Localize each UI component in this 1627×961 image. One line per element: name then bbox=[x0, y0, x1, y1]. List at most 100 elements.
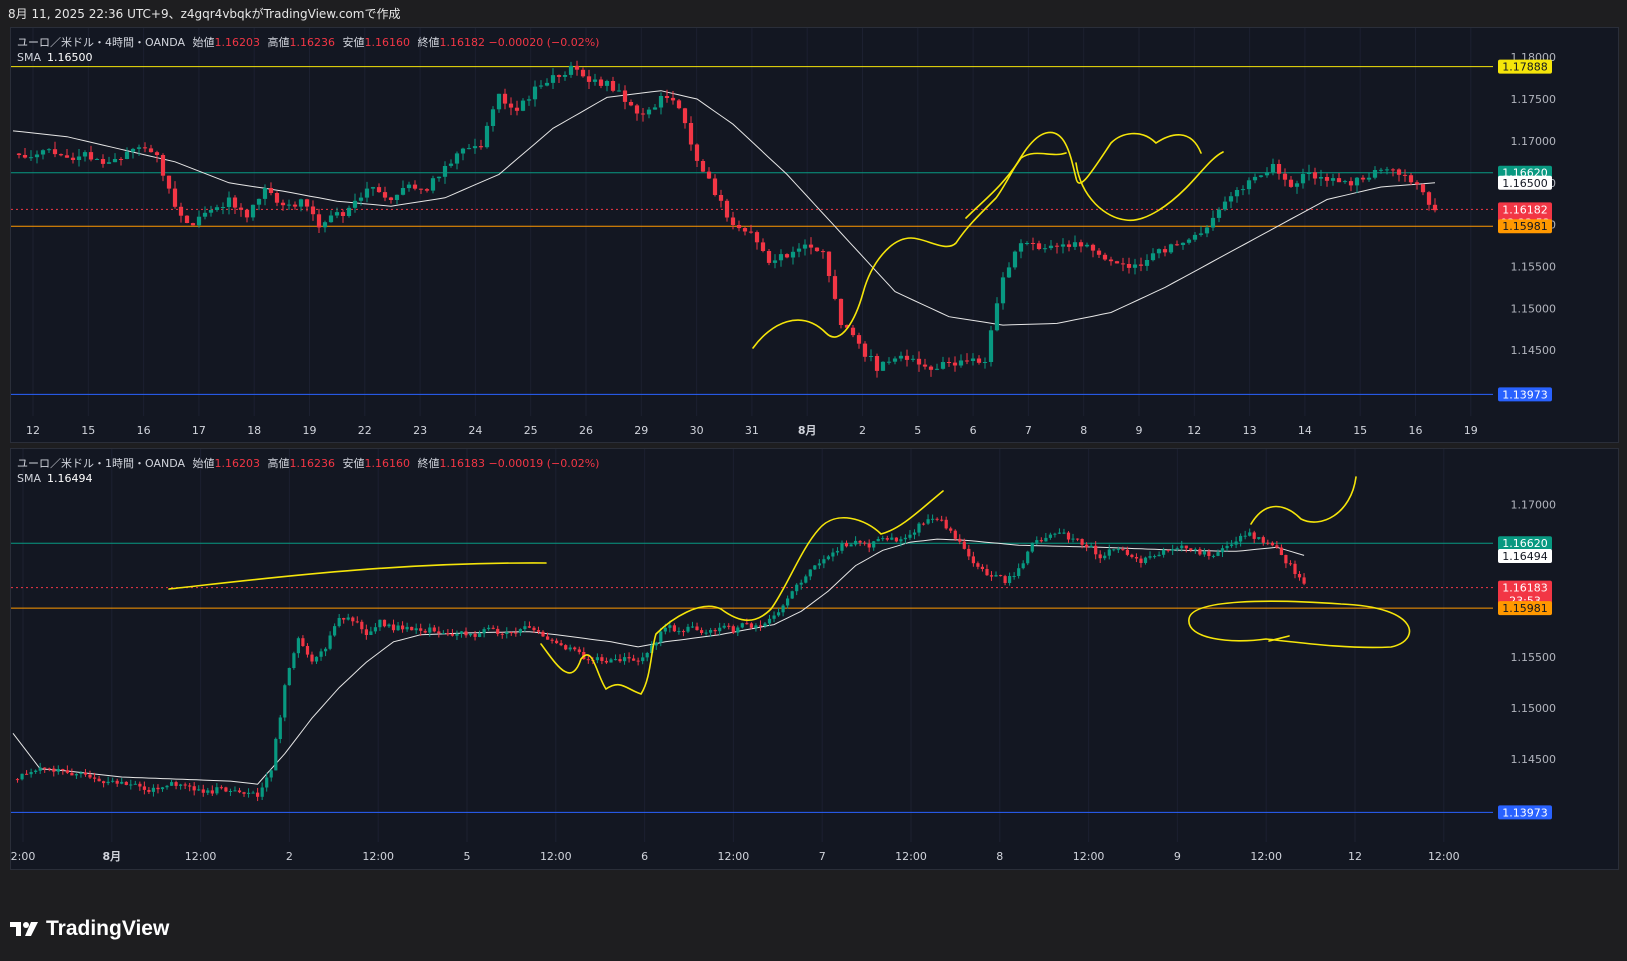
candle-body bbox=[505, 632, 509, 634]
candle-body bbox=[441, 633, 445, 635]
candle-body bbox=[724, 200, 730, 218]
candle-body bbox=[468, 633, 473, 636]
time-axis-tick: 31 bbox=[745, 424, 759, 437]
candle-body bbox=[262, 188, 268, 199]
candle-body bbox=[65, 770, 69, 773]
candle bbox=[616, 83, 622, 92]
candle-body bbox=[808, 244, 814, 248]
candle bbox=[1275, 541, 1279, 549]
candle bbox=[1076, 538, 1080, 542]
candle-body bbox=[604, 81, 610, 86]
candle-body bbox=[664, 96, 670, 98]
tradingview-branding[interactable]: TradingView bbox=[10, 917, 169, 941]
candle-body bbox=[695, 626, 699, 631]
candle bbox=[446, 629, 450, 637]
candle bbox=[832, 269, 838, 301]
candle-body bbox=[730, 217, 736, 225]
chart-canvas-1h[interactable]: 1.17000 1.15500 1.15000 1.14500 1.16620 1.161… bbox=[11, 449, 1618, 869]
candle bbox=[1171, 544, 1175, 555]
candle-body bbox=[382, 619, 387, 627]
drawing-path bbox=[540, 490, 944, 695]
candle-body bbox=[1202, 551, 1206, 555]
candle bbox=[1230, 540, 1234, 548]
candle-body bbox=[748, 231, 754, 233]
candle bbox=[844, 540, 849, 548]
candle-body bbox=[718, 195, 724, 201]
candle-body bbox=[1148, 556, 1152, 558]
candle bbox=[640, 108, 646, 122]
candle-body bbox=[138, 783, 142, 787]
chart-panel-4h[interactable]: 1.180001.175001.170001.165001.160001.155… bbox=[10, 27, 1619, 443]
candle bbox=[1246, 177, 1252, 195]
candle bbox=[170, 779, 174, 786]
candle-body bbox=[83, 772, 88, 775]
candle bbox=[658, 92, 664, 115]
candle-body bbox=[659, 631, 663, 643]
candle-body bbox=[1252, 532, 1256, 539]
candle-body bbox=[322, 222, 328, 228]
candle-body bbox=[370, 187, 376, 189]
candle-body bbox=[446, 633, 450, 635]
candle bbox=[695, 622, 699, 631]
time-axis-tick: 8月 bbox=[102, 850, 121, 863]
candle-body bbox=[130, 148, 136, 152]
candle bbox=[840, 540, 844, 554]
candle bbox=[820, 249, 826, 259]
candle-body bbox=[1053, 533, 1057, 535]
candle bbox=[976, 561, 980, 570]
candle-body bbox=[935, 518, 939, 520]
candle-body bbox=[1126, 264, 1132, 268]
candle bbox=[613, 654, 618, 661]
candle bbox=[47, 767, 51, 772]
candle bbox=[242, 791, 246, 797]
candle-body bbox=[858, 540, 862, 543]
candle-body bbox=[106, 162, 112, 164]
candle-body bbox=[455, 633, 459, 636]
candle bbox=[958, 534, 962, 545]
candle bbox=[1053, 532, 1057, 538]
change-value: −0.00020 (−0.02%) bbox=[488, 36, 600, 49]
candle bbox=[183, 782, 187, 790]
candle-body bbox=[287, 668, 291, 686]
candle bbox=[124, 147, 130, 160]
candle bbox=[763, 621, 767, 629]
candle bbox=[1094, 541, 1098, 560]
candle-body bbox=[334, 212, 340, 216]
candle bbox=[188, 783, 192, 792]
time-axis-tick: 16 bbox=[137, 424, 151, 437]
candle bbox=[1216, 207, 1222, 223]
candle-body bbox=[333, 626, 337, 636]
candle bbox=[1225, 541, 1229, 552]
candle-body bbox=[491, 627, 495, 629]
candle bbox=[1006, 262, 1012, 279]
candle-body bbox=[118, 159, 124, 160]
price-tag-label: 1.16182 bbox=[1502, 203, 1548, 216]
candle-body bbox=[758, 625, 763, 627]
chart-canvas-4h[interactable]: 1.180001.175001.170001.165001.160001.155… bbox=[11, 28, 1618, 442]
chart-panel-1h[interactable]: 1.17000 1.15500 1.15000 1.14500 1.16620 1.161… bbox=[10, 448, 1619, 870]
candle-body bbox=[1193, 549, 1197, 551]
candle-body bbox=[1240, 189, 1246, 191]
candle bbox=[147, 787, 151, 794]
low-value: 1.16160 bbox=[364, 36, 411, 49]
candle-body bbox=[988, 330, 994, 362]
candle bbox=[1012, 572, 1016, 580]
candle bbox=[319, 648, 323, 661]
price-tag-label: 1.16494 bbox=[1502, 550, 1548, 563]
candle-body bbox=[670, 97, 676, 101]
candle bbox=[154, 150, 160, 163]
candle-body bbox=[1270, 164, 1276, 173]
candle-body bbox=[487, 627, 491, 630]
candle-body bbox=[340, 212, 346, 216]
candle bbox=[1116, 546, 1120, 554]
candle bbox=[1084, 242, 1090, 248]
time-axis-tick: 22 bbox=[358, 424, 372, 437]
candle bbox=[536, 626, 541, 635]
candle bbox=[767, 614, 772, 627]
candle bbox=[652, 104, 658, 110]
high-label: 高値 bbox=[267, 36, 290, 49]
candle bbox=[628, 99, 634, 107]
candle-body bbox=[1284, 555, 1288, 564]
candle-body bbox=[910, 358, 916, 360]
candle-body bbox=[97, 778, 101, 782]
